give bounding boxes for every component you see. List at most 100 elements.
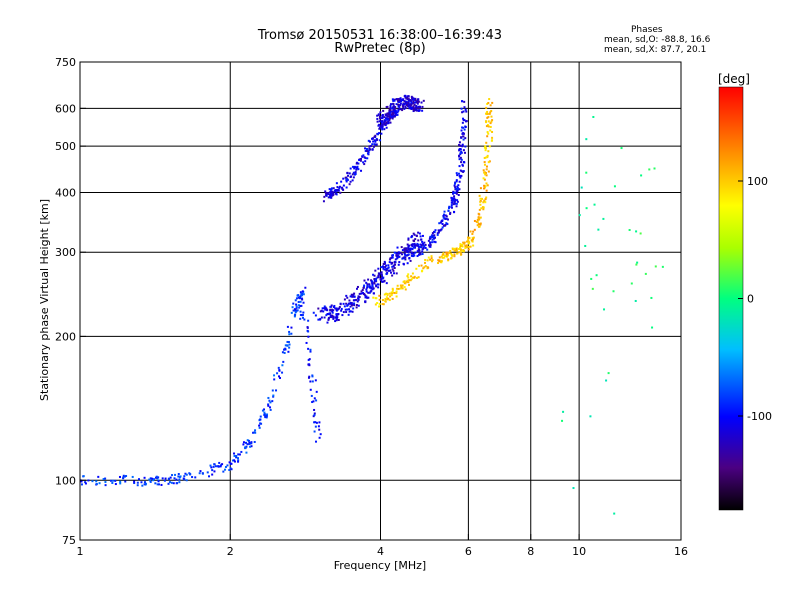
data-point xyxy=(396,257,399,260)
data-point xyxy=(449,211,452,214)
data-point xyxy=(403,286,406,289)
data-point xyxy=(420,238,423,241)
data-point xyxy=(298,306,301,309)
data-point xyxy=(684,107,686,109)
data-point xyxy=(149,477,152,480)
data-point xyxy=(395,103,398,106)
data-point xyxy=(452,199,455,202)
data-point xyxy=(413,242,416,245)
data-point xyxy=(391,292,394,295)
data-point xyxy=(332,309,335,312)
data-point xyxy=(485,121,488,124)
data-point xyxy=(413,239,416,242)
data-point xyxy=(374,269,377,272)
y-tick-label: 200 xyxy=(55,330,76,343)
data-point xyxy=(466,240,469,243)
data-point xyxy=(349,176,352,179)
data-point xyxy=(303,318,306,321)
data-point xyxy=(393,266,396,269)
data-point xyxy=(415,108,418,111)
data-point xyxy=(455,202,458,205)
data-point xyxy=(455,248,458,251)
data-point xyxy=(346,178,349,181)
data-point xyxy=(431,232,434,235)
data-point xyxy=(401,249,404,252)
data-point xyxy=(324,308,327,311)
data-point xyxy=(167,482,170,485)
data-point xyxy=(385,117,388,120)
data-point xyxy=(104,477,107,480)
data-point xyxy=(367,139,370,142)
data-point xyxy=(272,395,275,398)
data-point xyxy=(478,194,481,197)
data-point xyxy=(178,481,181,484)
data-point xyxy=(371,285,374,288)
data-point xyxy=(331,308,334,311)
data-point xyxy=(471,232,474,235)
data-point xyxy=(477,212,480,215)
data-point xyxy=(297,300,300,303)
data-point xyxy=(485,174,488,177)
data-point xyxy=(400,246,403,249)
data-point xyxy=(348,183,351,186)
data-point xyxy=(397,108,400,111)
data-point xyxy=(484,185,487,188)
data-point xyxy=(347,302,350,305)
data-point xyxy=(451,248,454,251)
data-point xyxy=(404,248,407,251)
data-point xyxy=(329,193,332,196)
data-point xyxy=(245,445,248,448)
data-point xyxy=(639,232,642,235)
data-point xyxy=(377,276,380,279)
data-point xyxy=(389,107,392,110)
data-point xyxy=(237,459,240,462)
data-point xyxy=(373,279,376,282)
data-point xyxy=(208,475,211,478)
data-point xyxy=(283,348,286,351)
data-point xyxy=(326,313,329,316)
data-point xyxy=(152,478,155,481)
data-point xyxy=(362,161,365,164)
data-point xyxy=(479,216,482,219)
data-point xyxy=(396,98,399,101)
data-point xyxy=(458,154,461,157)
data-point xyxy=(386,293,389,296)
data-point xyxy=(414,97,417,100)
data-point xyxy=(462,132,465,135)
data-point xyxy=(464,125,467,128)
data-point xyxy=(295,305,298,308)
data-point xyxy=(487,101,490,104)
data-point xyxy=(464,246,467,249)
data-point xyxy=(314,421,317,424)
data-point xyxy=(341,187,344,190)
data-point xyxy=(383,268,386,271)
data-point xyxy=(389,104,392,107)
data-point xyxy=(473,219,476,222)
data-point xyxy=(426,248,429,251)
data-point xyxy=(472,244,475,247)
data-point xyxy=(477,216,480,219)
data-point xyxy=(335,313,338,316)
data-point xyxy=(453,255,456,258)
data-point xyxy=(436,232,439,235)
data-point xyxy=(164,477,167,480)
data-point xyxy=(485,171,488,174)
data-point xyxy=(137,478,140,481)
data-point xyxy=(471,236,474,239)
data-point xyxy=(448,205,451,208)
data-point xyxy=(250,445,253,448)
data-point xyxy=(277,366,280,369)
data-point xyxy=(480,197,483,200)
data-point xyxy=(367,296,370,299)
data-point xyxy=(296,309,299,312)
data-point xyxy=(194,476,197,479)
data-point xyxy=(284,348,287,351)
data-point xyxy=(111,481,114,484)
data-point xyxy=(365,288,368,291)
stats-header: Phases xyxy=(631,25,663,35)
data-point xyxy=(353,302,356,305)
data-point xyxy=(271,389,274,392)
data-point xyxy=(585,171,588,174)
data-point xyxy=(454,249,457,252)
data-point xyxy=(291,306,294,309)
